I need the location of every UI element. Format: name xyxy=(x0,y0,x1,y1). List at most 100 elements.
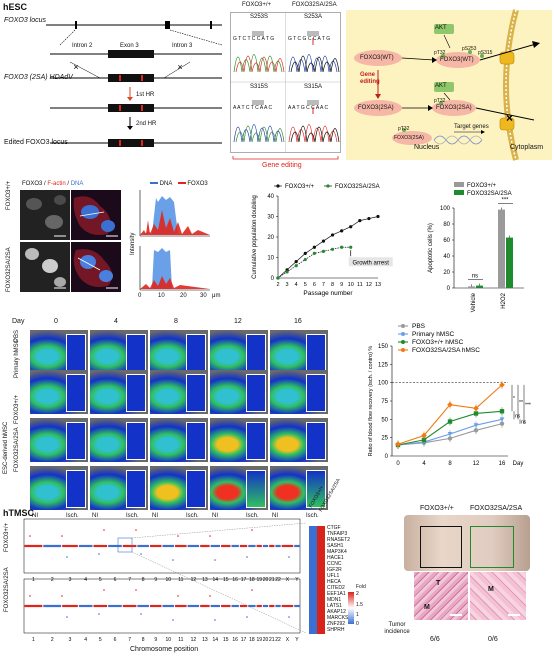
pd-point xyxy=(376,214,380,219)
pd-annotation: Growth arrest xyxy=(353,260,390,266)
doppler-isch-inset xyxy=(246,334,266,372)
apo-legend-swatch xyxy=(454,182,464,187)
locus-label: FOXO3 locus xyxy=(4,17,47,24)
legend-foxo3: FOXO3 xyxy=(187,181,208,187)
cnv-chrom-label: 7 xyxy=(128,577,131,583)
fold-legend-2: 2 xyxy=(356,591,359,597)
cnv-point xyxy=(135,529,137,531)
pd-point xyxy=(367,216,371,221)
pd-point xyxy=(330,233,335,237)
intensity-xlabel: μm xyxy=(212,293,221,299)
cnv-chrom-label: 22 xyxy=(275,637,281,643)
ps315-label: pS315 xyxy=(478,50,493,56)
pd-xtick-label: 4 xyxy=(295,282,298,288)
bf-ytick-label: 150 xyxy=(378,344,389,350)
tissue-m-1: M xyxy=(424,604,430,611)
gene-label: RNASET2 xyxy=(327,537,351,543)
stain-title: FOXO3 / F-actin / DNA xyxy=(22,181,84,187)
isch-label: Isch. xyxy=(186,513,199,519)
ni-label: NI xyxy=(212,513,218,519)
stain-dna: DNA xyxy=(70,181,84,187)
bf-ytick-label: 100 xyxy=(378,381,389,387)
doppler-isch-inset xyxy=(246,422,266,460)
cnv-point xyxy=(172,619,174,621)
intron2-label: Intron 2 xyxy=(72,43,93,49)
day-8: 8 xyxy=(174,318,178,325)
tumor-incidence-wt: 6/6 xyxy=(430,636,440,643)
apo-ylabel: Apoptotic cells (%) xyxy=(428,223,434,273)
svg-text:×: × xyxy=(73,62,78,72)
bf-point xyxy=(395,441,401,448)
apoptosis-bar-chart: 0 20 40 60 80 100 Apoptotic cells (%) Vehicle ns… xyxy=(428,182,524,312)
cnv-chrom-label: 9 xyxy=(154,637,157,643)
foxo-2sa-label-2: FOXO3(2SA) xyxy=(436,105,472,111)
cnv-plot: 1 2 3 4 5 6 7 8 9 10 11 12 13 14 15 16 17 18 19 20 21 22 X Y1 2 3… xyxy=(23,518,307,643)
gene-label: UFL1 xyxy=(327,573,340,579)
blood-flow-chart: 0 25 50 75 100 125 150 0 4 8 12 16 Day Ratio of blood… xyxy=(368,323,531,467)
exon3-label: Exon 3 xyxy=(120,43,139,49)
pd-point xyxy=(303,251,307,255)
fold-legend-0: 0 xyxy=(356,621,359,627)
cnv-point xyxy=(172,559,174,561)
cnv-chrom-label: 8 xyxy=(142,577,145,583)
tumor-box-wt xyxy=(420,526,462,568)
cnv-chrom-label: 15 xyxy=(223,577,229,583)
pd-ytick-label: 40 xyxy=(267,194,274,200)
row-group-label: ESC-derived hMSC xyxy=(3,421,9,474)
day-0: 0 xyxy=(54,318,58,325)
cnv-zoom-line xyxy=(131,551,307,634)
pd-point xyxy=(312,245,316,249)
cnv-point xyxy=(251,589,253,591)
cnv-chrom-label: 10 xyxy=(165,577,171,583)
cnv-highlight xyxy=(117,537,133,553)
apo-ytick-label: 60 xyxy=(443,238,450,244)
bf-ytick-label: 50 xyxy=(381,417,388,423)
legend-dna: DNA xyxy=(159,181,173,187)
cnv-point xyxy=(98,553,100,555)
doppler-isch-inset xyxy=(126,470,146,508)
intensity-xtick-2: 20 xyxy=(180,293,187,299)
cnv-chrom-label: 18 xyxy=(249,577,255,583)
tumor-incidence-mut: 0/6 xyxy=(488,636,498,643)
bf-legend-label: FOXO3+/+ hMSC xyxy=(412,339,464,346)
cnv-chrom-label: X xyxy=(286,577,290,583)
cnv-point xyxy=(61,535,63,537)
bf-legend-marker xyxy=(401,348,405,352)
doppler-isch-inset xyxy=(66,422,86,460)
bf-point xyxy=(473,428,479,433)
pd-xtick-label: 7 xyxy=(322,282,325,288)
cnv-chrom-label: 22 xyxy=(275,577,281,583)
cnv-point xyxy=(209,535,211,537)
foxo-wt-label-1: FOXO3(WT) xyxy=(360,55,394,61)
day-12: 12 xyxy=(234,318,242,325)
intensity-xtick-1: 10 xyxy=(158,293,165,299)
cnv-point xyxy=(66,616,68,618)
gene-label: MDN1 xyxy=(327,597,342,603)
apo-legend-label: FOXO32SA/2SA xyxy=(467,191,512,197)
cnv-point xyxy=(177,595,179,597)
akt-label-1: AKT xyxy=(435,25,447,31)
cnv-chrom-label: 5 xyxy=(99,577,102,583)
cnv-chrom-label: 5 xyxy=(99,637,102,643)
cnv-chrom-label: 3 xyxy=(69,637,72,643)
fold-legend-1: 1 xyxy=(356,612,359,618)
bf-point xyxy=(447,419,453,424)
pd-xtick-label: 2 xyxy=(276,282,279,288)
pd-ytick-label: 20 xyxy=(267,235,274,241)
s253s-label: S253S xyxy=(250,14,269,20)
bf-xtick-label: 4 xyxy=(422,461,426,467)
bf-point xyxy=(499,417,505,422)
legend-foxo3-swatch xyxy=(177,182,186,185)
fold-legend-15: 1.5 xyxy=(356,602,363,608)
pd-point xyxy=(294,264,298,268)
pd-ylabel: Cumulative population doubling xyxy=(252,195,258,279)
tumor-incidence-label: Tumor incidence xyxy=(384,622,410,635)
bf-point xyxy=(473,411,479,416)
apo-significance: *** xyxy=(501,198,509,204)
heatmap-col-mut xyxy=(317,526,325,634)
cnv-chrom-label: 12 xyxy=(191,577,197,583)
pd-point xyxy=(303,257,307,262)
pd-point xyxy=(349,225,353,229)
cnv-chrom-label: 8 xyxy=(142,637,145,643)
bf-ylabel: Ratio of blood flow recovery (isch. / co… xyxy=(368,346,374,457)
